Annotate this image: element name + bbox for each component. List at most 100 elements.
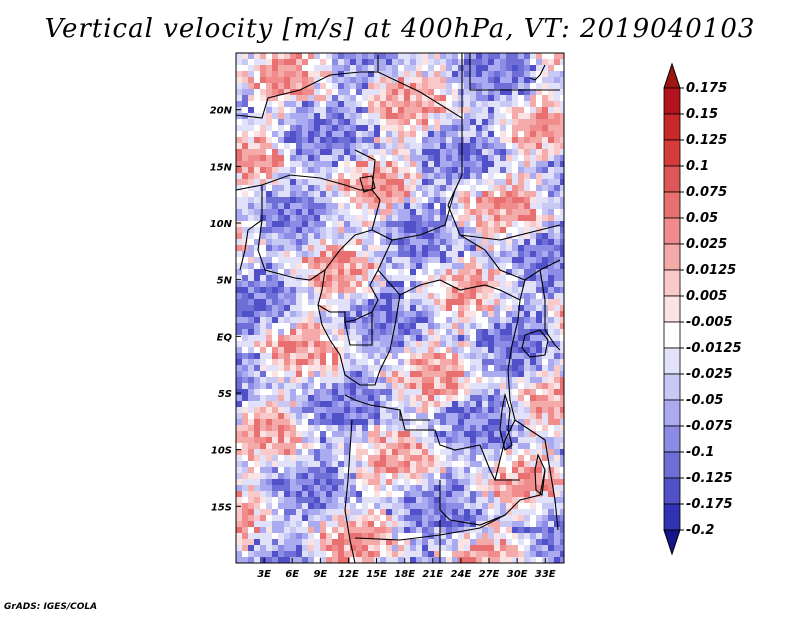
field-cell [560,467,564,473]
field-cell [314,95,325,101]
field-cell [398,299,406,305]
field-cell [338,515,347,521]
field-cell [446,551,455,557]
field-cell [368,77,376,83]
field-cell [272,503,283,509]
field-cell [458,275,465,281]
field-cell [260,143,266,149]
field-cell [398,431,408,437]
field-cell [548,419,558,425]
field-cell [488,533,498,539]
field-cell [284,389,294,395]
field-cell [260,251,271,257]
field-cell [446,539,452,545]
field-cell [308,281,317,287]
field-cell [422,485,433,491]
field-cell [524,263,530,269]
field-cell [446,323,457,329]
field-cell [356,341,362,347]
field-cell [560,317,564,323]
field-cell [518,347,526,353]
field-cell [320,65,326,71]
field-cell [296,503,304,509]
field-cell [356,215,364,221]
field-cell [506,485,514,491]
field-cell [260,89,268,95]
field-cell [254,287,260,293]
field-cell [428,467,434,473]
field-cell [404,317,415,323]
field-cell [506,539,516,545]
field-cell [404,359,410,365]
field-cell [344,257,352,263]
field-cell [350,515,358,521]
field-cell [242,197,248,203]
field-cell [248,449,259,455]
field-cell [428,539,435,545]
field-cell [500,347,509,353]
field-cell [464,449,473,455]
field-cell [326,503,337,509]
field-cell [338,59,347,65]
field-cell [332,197,338,203]
field-cell [296,179,307,185]
field-cell [278,557,287,563]
field-cell [350,431,360,437]
field-cell [368,113,378,119]
field-cell [434,461,440,467]
field-cell [524,299,532,305]
field-cell [482,389,489,395]
field-cell [338,419,348,425]
field-cell [326,359,333,365]
field-cell [248,125,255,131]
field-cell [278,197,289,203]
field-cell [560,275,564,281]
field-cell [530,149,536,155]
field-cell [542,335,548,341]
field-cell [458,209,467,215]
field-cell [290,83,301,89]
colorbar-label: -0.175 [686,497,733,512]
field-cell [446,485,457,491]
field-cell [428,317,437,323]
field-cell [392,473,401,479]
field-cell [428,455,434,461]
field-cell [482,413,488,419]
field-cell [530,473,536,479]
field-cell [542,485,549,491]
colorbar-swatch [663,139,681,167]
field-cell [356,305,365,311]
field-cell [338,527,344,533]
field-cell [290,323,300,329]
field-cell [284,449,294,455]
field-cell [482,293,493,299]
field-cell [296,377,305,383]
field-cell [326,263,334,269]
field-cell [416,203,425,209]
field-cell [242,209,248,215]
field-cell [530,71,541,77]
field-cell [404,101,411,107]
field-cell [548,125,558,131]
field-cell [356,455,363,461]
field-cell [482,359,492,365]
field-cell [314,329,320,335]
field-cell [512,113,519,119]
field-cell [344,455,352,461]
field-cell [320,275,331,281]
field-cell [530,119,539,125]
field-cell [554,401,562,407]
field-cell [530,551,537,557]
field-cell [452,251,462,257]
field-cell [386,77,396,83]
field-cell [326,317,332,323]
field-cell [374,413,383,419]
field-cell [278,95,287,101]
field-cell [236,473,244,479]
field-cell [416,65,424,71]
field-cell [452,191,460,197]
field-cell [242,257,250,263]
field-cell [362,431,372,437]
field-cell [344,485,354,491]
field-cell [290,257,300,263]
